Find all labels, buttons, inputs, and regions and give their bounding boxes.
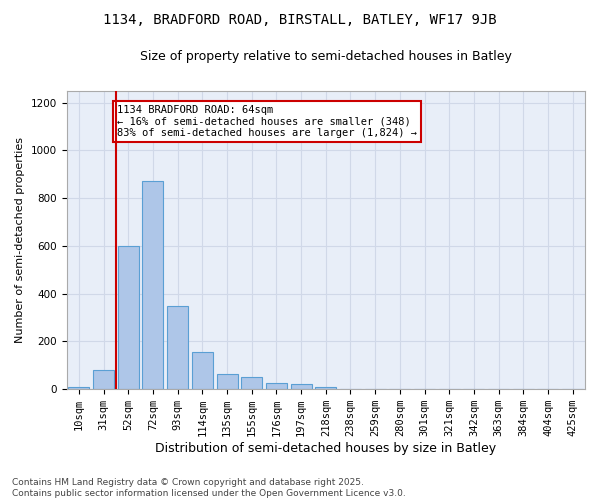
Text: Contains HM Land Registry data © Crown copyright and database right 2025.
Contai: Contains HM Land Registry data © Crown c… — [12, 478, 406, 498]
Bar — [93, 370, 114, 389]
Bar — [241, 378, 262, 389]
Bar — [217, 374, 238, 389]
Text: 1134, BRADFORD ROAD, BIRSTALL, BATLEY, WF17 9JB: 1134, BRADFORD ROAD, BIRSTALL, BATLEY, W… — [103, 12, 497, 26]
Bar — [142, 182, 163, 389]
Bar — [192, 352, 213, 389]
Bar — [167, 306, 188, 389]
Bar — [290, 384, 311, 389]
Bar — [118, 246, 139, 389]
Y-axis label: Number of semi-detached properties: Number of semi-detached properties — [15, 137, 25, 343]
Text: 1134 BRADFORD ROAD: 64sqm
← 16% of semi-detached houses are smaller (348)
83% of: 1134 BRADFORD ROAD: 64sqm ← 16% of semi-… — [117, 105, 417, 138]
Bar — [68, 387, 89, 389]
Title: Size of property relative to semi-detached houses in Batley: Size of property relative to semi-detach… — [140, 50, 512, 63]
Bar — [266, 383, 287, 389]
X-axis label: Distribution of semi-detached houses by size in Batley: Distribution of semi-detached houses by … — [155, 442, 496, 455]
Bar — [315, 387, 336, 389]
